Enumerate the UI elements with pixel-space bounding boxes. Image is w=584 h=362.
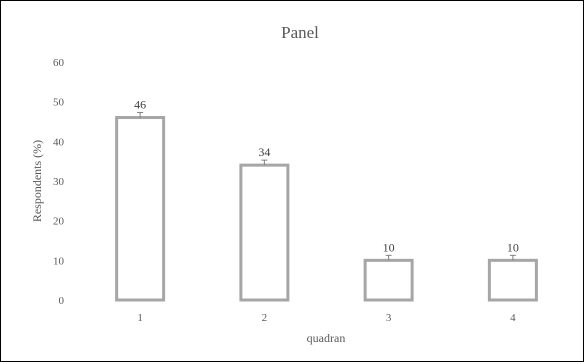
bar	[115, 116, 166, 302]
y-tick-label: 20	[53, 216, 65, 228]
data-label: 34	[258, 145, 270, 159]
bar	[363, 258, 414, 302]
x-tick-label: 4	[510, 312, 516, 324]
x-axis-title: quadran	[307, 331, 346, 345]
x-tick-label: 3	[386, 312, 392, 324]
bar	[487, 258, 538, 302]
x-tick-label: 1	[137, 312, 143, 324]
y-tick-label: 30	[53, 176, 65, 188]
y-tick-label: 0	[59, 295, 65, 307]
y-tick-label: 60	[53, 57, 65, 69]
data-label: 10	[507, 240, 519, 254]
y-tick-label: 40	[53, 136, 65, 148]
y-axis-title: Respondents (%)	[30, 140, 44, 222]
bar	[239, 163, 290, 302]
bars-group: 46 34 10 10	[115, 98, 538, 302]
y-tick-label: 10	[53, 255, 65, 267]
chart-title: Panel	[281, 23, 319, 42]
data-label: 46	[134, 98, 146, 112]
x-axis-ticks: 1 2 3 4	[137, 312, 516, 324]
y-axis-ticks: 0 10 20 30 40 50 60	[53, 57, 65, 307]
x-tick-label: 2	[262, 312, 268, 324]
data-label: 10	[383, 240, 395, 254]
y-tick-label: 50	[53, 97, 65, 109]
